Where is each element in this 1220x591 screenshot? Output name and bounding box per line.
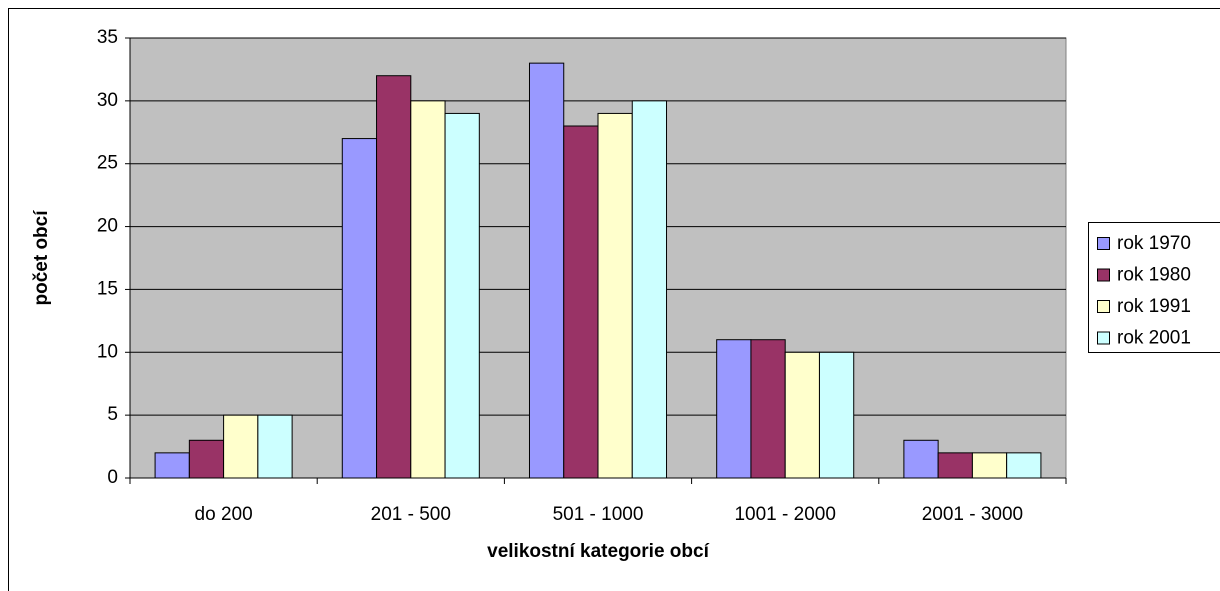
bar (444, 112, 480, 479)
bar (631, 100, 668, 479)
y-tick-label: 10 (97, 341, 118, 362)
bar (971, 452, 1008, 479)
y-tick-label: 30 (97, 90, 118, 111)
bar (223, 414, 259, 479)
x-tick-label: 201 - 500 (371, 504, 451, 525)
bar (341, 138, 378, 479)
legend (1088, 222, 1220, 353)
x-tick-label: do 200 (195, 504, 253, 525)
bar (903, 439, 939, 479)
bar (376, 75, 412, 479)
bar (1006, 452, 1042, 479)
y-tick-label: 25 (97, 153, 118, 174)
legend-swatch (1097, 268, 1110, 282)
bar (716, 339, 752, 479)
bar (563, 125, 599, 479)
legend-label: rok 1970 (1117, 233, 1191, 254)
y-tick-label: 20 (97, 216, 118, 237)
x-tick-label: 501 - 1000 (553, 504, 644, 525)
bar (784, 351, 820, 479)
legend-label: rok 2001 (1117, 328, 1191, 349)
x-tick-label: 2001 - 3000 (922, 504, 1023, 525)
y-tick-label: 0 (107, 467, 118, 488)
bar (818, 351, 855, 479)
bar (188, 439, 225, 479)
bar (597, 112, 633, 479)
legend-label: rok 1980 (1117, 265, 1191, 286)
bar (750, 339, 786, 479)
x-axis-title: velikostní kategorie obcí (487, 541, 709, 562)
x-tick-label: 1001 - 2000 (734, 504, 835, 525)
y-tick-label: 35 (97, 27, 118, 48)
bar (937, 452, 973, 479)
bar (528, 62, 565, 479)
y-tick-label: 5 (107, 404, 118, 425)
y-axis-title: počet obcí (31, 210, 52, 306)
legend-label: rok 1991 (1117, 296, 1191, 317)
legend-swatch (1097, 300, 1110, 313)
y-tick-label: 15 (97, 278, 118, 299)
bar (257, 414, 293, 479)
bar (410, 100, 446, 479)
legend-swatch (1097, 237, 1110, 250)
legend-swatch (1097, 331, 1110, 345)
bar (154, 452, 190, 479)
